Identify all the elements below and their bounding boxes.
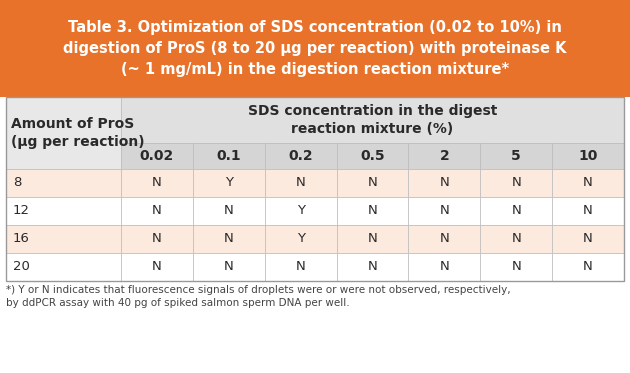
Text: N: N [152,204,162,217]
Bar [552,169,624,197]
Bar [121,197,193,225]
Text: 12: 12 [13,204,30,217]
Text: 0.2: 0.2 [289,149,313,163]
Text: N: N [512,176,521,189]
Bar [6,97,121,169]
Bar [408,169,480,197]
Text: Y: Y [225,176,233,189]
Bar [121,143,193,169]
Bar [265,225,336,253]
Text: N: N [440,176,449,189]
Text: N: N [152,232,162,245]
Text: N: N [368,260,377,273]
Bar [408,225,480,253]
Text: 16: 16 [13,232,30,245]
Bar [336,225,408,253]
Text: 20: 20 [13,260,30,273]
Text: N: N [440,260,449,273]
Text: Amount of ProS
(μg per reaction): Amount of ProS (μg per reaction) [11,117,145,149]
Bar [121,169,193,197]
Bar [6,169,121,197]
Bar [336,253,408,281]
Text: N: N [512,204,521,217]
Text: N: N [583,204,593,217]
Text: N: N [295,176,306,189]
Text: 0.02: 0.02 [140,149,174,163]
Text: 0.5: 0.5 [360,149,385,163]
Bar [6,97,624,281]
Bar [193,253,265,281]
Bar [193,197,265,225]
Bar [480,197,552,225]
Bar [193,143,265,169]
Bar [121,97,624,143]
Text: N: N [368,232,377,245]
Text: 0.1: 0.1 [217,149,241,163]
Bar [408,253,480,281]
Text: *) Y or N indicates that fluorescence signals of droplets were or were not obser: *) Y or N indicates that fluorescence si… [6,285,511,308]
Bar [336,169,408,197]
Bar [480,169,552,197]
Bar [121,253,193,281]
Bar [193,169,265,197]
Text: N: N [583,260,593,273]
Text: N: N [224,232,234,245]
Text: N: N [368,176,377,189]
Text: N: N [583,176,593,189]
Text: Table 3. Optimization of SDS concentration (0.02 to 10%) in
digestion of ProS (8: Table 3. Optimization of SDS concentrati… [63,20,567,77]
Bar [336,197,408,225]
Text: SDS concentration in the digest
reaction mixture (%): SDS concentration in the digest reaction… [248,104,497,136]
Bar [408,143,480,169]
Text: N: N [440,204,449,217]
Bar [193,225,265,253]
Text: N: N [224,260,234,273]
Text: N: N [152,260,162,273]
Bar [336,143,408,169]
Text: Y: Y [297,232,305,245]
Bar [6,225,121,253]
Bar [480,225,552,253]
Text: 5: 5 [512,149,521,163]
Bar [6,253,121,281]
Bar [121,225,193,253]
Bar [480,253,552,281]
Bar [265,197,336,225]
Bar [265,143,336,169]
Bar [480,143,552,169]
Bar [552,197,624,225]
Text: N: N [512,260,521,273]
Text: N: N [368,204,377,217]
Bar [6,197,121,225]
Bar [552,225,624,253]
Bar [552,253,624,281]
Text: 8: 8 [13,176,21,189]
Text: Y: Y [297,204,305,217]
Text: N: N [224,204,234,217]
Text: N: N [295,260,306,273]
Text: N: N [512,232,521,245]
Text: 10: 10 [578,149,598,163]
Bar [552,143,624,169]
Text: N: N [440,232,449,245]
Text: N: N [152,176,162,189]
Text: 2: 2 [440,149,449,163]
Bar [265,253,336,281]
Text: N: N [583,232,593,245]
Bar [0,0,630,97]
Bar [265,169,336,197]
Bar [408,197,480,225]
